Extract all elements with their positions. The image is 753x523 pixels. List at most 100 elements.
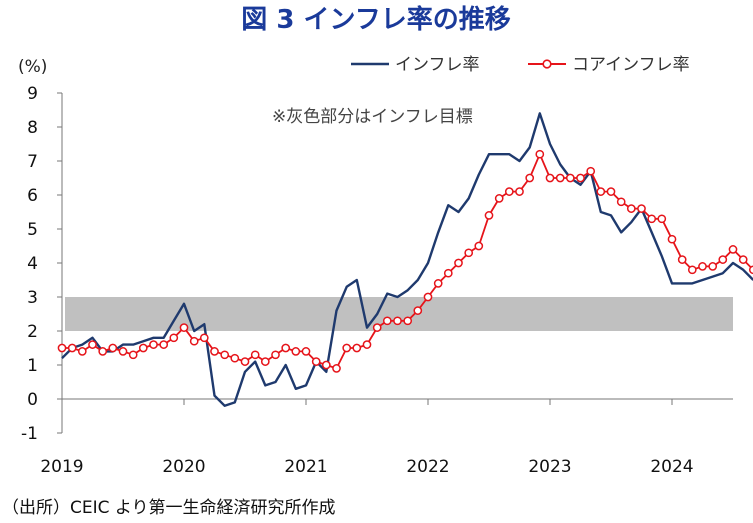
core-inflation-point	[260, 357, 270, 366]
core-inflation-point	[108, 343, 118, 353]
y-tick-label: 6	[27, 186, 38, 206]
core-inflation-point	[637, 204, 646, 213]
core-inflation-point	[596, 187, 606, 196]
core-inflation-point	[413, 306, 423, 315]
core-inflation-point	[728, 245, 738, 254]
core-inflation-point	[159, 340, 169, 349]
core-inflation-point	[677, 255, 687, 264]
core-inflation-point	[57, 343, 67, 353]
core-inflation-point	[708, 262, 718, 271]
core-inflation-point	[698, 262, 707, 271]
core-inflation-point	[576, 173, 585, 183]
core-inflation-point	[179, 323, 189, 332]
y-tick-label: 4	[27, 254, 38, 274]
core-inflation-point	[718, 255, 728, 264]
core-inflation-point	[494, 194, 504, 203]
core-inflation-point	[342, 343, 352, 353]
core-inflation-point	[271, 350, 280, 360]
x-tick-label: 2022	[406, 457, 449, 477]
core-inflation-point	[372, 323, 382, 332]
x-tick-label: 2020	[162, 457, 205, 477]
source-note: （出所）CEIC より第一生命経済研究所作成	[2, 498, 336, 518]
core-inflation-point	[443, 268, 453, 278]
core-inflation-point	[138, 343, 148, 353]
y-tick-label: 1	[27, 356, 38, 376]
y-axis-unit-label: (%)	[18, 57, 47, 77]
core-inflation-point	[281, 343, 291, 353]
y-tick-label: 5	[27, 220, 38, 240]
core-inflation-point	[657, 214, 667, 224]
core-inflation-point	[484, 211, 494, 220]
y-tick-label: 8	[27, 118, 38, 138]
core-inflation-point	[352, 343, 362, 353]
core-inflation-point	[77, 347, 87, 356]
core-inflation-point	[88, 340, 97, 349]
core-inflation-point	[250, 350, 260, 360]
legend-label-inflation: インフレ率	[395, 55, 480, 75]
core-inflation-point	[199, 333, 209, 343]
core-inflation-point	[67, 343, 77, 353]
inflation-line	[61, 112, 753, 407]
inflation-target-band	[65, 297, 733, 331]
y-axis: 9 8 7 6 5 4 3 2 1 0 -1	[21, 84, 63, 444]
core-inflation-point	[393, 316, 402, 326]
legend: インフレ率 コアインフレ率	[351, 55, 690, 75]
core-inflation-point	[606, 187, 616, 196]
core-inflation-point	[311, 357, 321, 366]
core-inflation-point	[545, 173, 555, 183]
core-inflation-point	[464, 248, 474, 258]
core-inflation-point	[667, 234, 677, 244]
core-inflation-point	[301, 347, 311, 356]
core-inflation-point	[738, 255, 748, 264]
y-tick-label: 9	[27, 84, 38, 104]
chart-title: 図 3 インフレ率の推移	[241, 4, 510, 35]
core-inflation-point	[474, 241, 484, 251]
core-inflation-point	[515, 187, 524, 196]
core-inflation-point	[525, 173, 535, 183]
core-inflation-point	[291, 347, 301, 356]
y-tick-label: -1	[21, 424, 38, 444]
core-inflation-point	[616, 197, 626, 207]
series-lines	[61, 112, 753, 407]
core-inflation-point	[118, 347, 128, 356]
core-inflation-point	[321, 360, 331, 370]
core-inflation-point	[403, 316, 413, 326]
core-inflation-point	[423, 292, 433, 302]
core-inflation-point	[748, 265, 753, 275]
core-inflation-point	[535, 149, 545, 159]
core-inflation-point	[169, 333, 179, 343]
core-inflation-point	[149, 340, 158, 349]
core-inflation-point	[586, 166, 596, 176]
legend-marker-core-inflation	[542, 59, 552, 69]
y-tick-label: 0	[27, 390, 38, 410]
core-inflation-point	[433, 279, 443, 288]
core-inflation-point	[687, 265, 697, 275]
core-inflation-point	[565, 173, 575, 183]
core-inflation-point	[189, 336, 199, 346]
core-inflation-point	[220, 350, 230, 360]
core-inflation-point	[240, 357, 250, 366]
legend-label-core-inflation: コアインフレ率	[572, 55, 690, 75]
core-inflation-point	[210, 347, 219, 356]
core-inflation-point	[626, 204, 636, 213]
core-inflation-point	[382, 316, 392, 326]
x-axis: 2019 2020 2021 2022 2023 2024	[40, 398, 733, 477]
x-tick-label: 2019	[40, 457, 83, 477]
x-tick-label: 2024	[650, 457, 693, 477]
y-tick-label: 3	[27, 288, 38, 308]
core-inflation-point	[230, 353, 240, 363]
series-markers	[57, 149, 753, 373]
x-tick-label: 2023	[528, 457, 571, 477]
core-inflation-point	[332, 364, 341, 373]
y-tick-label: 7	[27, 152, 38, 172]
core-inflation-point	[128, 350, 138, 360]
core-inflation-point	[454, 258, 463, 268]
y-tick-label: 2	[27, 322, 38, 342]
x-tick-label: 2021	[284, 457, 327, 477]
core-inflation-point	[362, 340, 372, 349]
target-band-annotation: ※灰色部分はインフレ目標	[272, 107, 473, 127]
core-inflation-point	[647, 214, 657, 224]
core-inflation-point	[504, 187, 514, 196]
core-inflation-point	[98, 347, 108, 356]
